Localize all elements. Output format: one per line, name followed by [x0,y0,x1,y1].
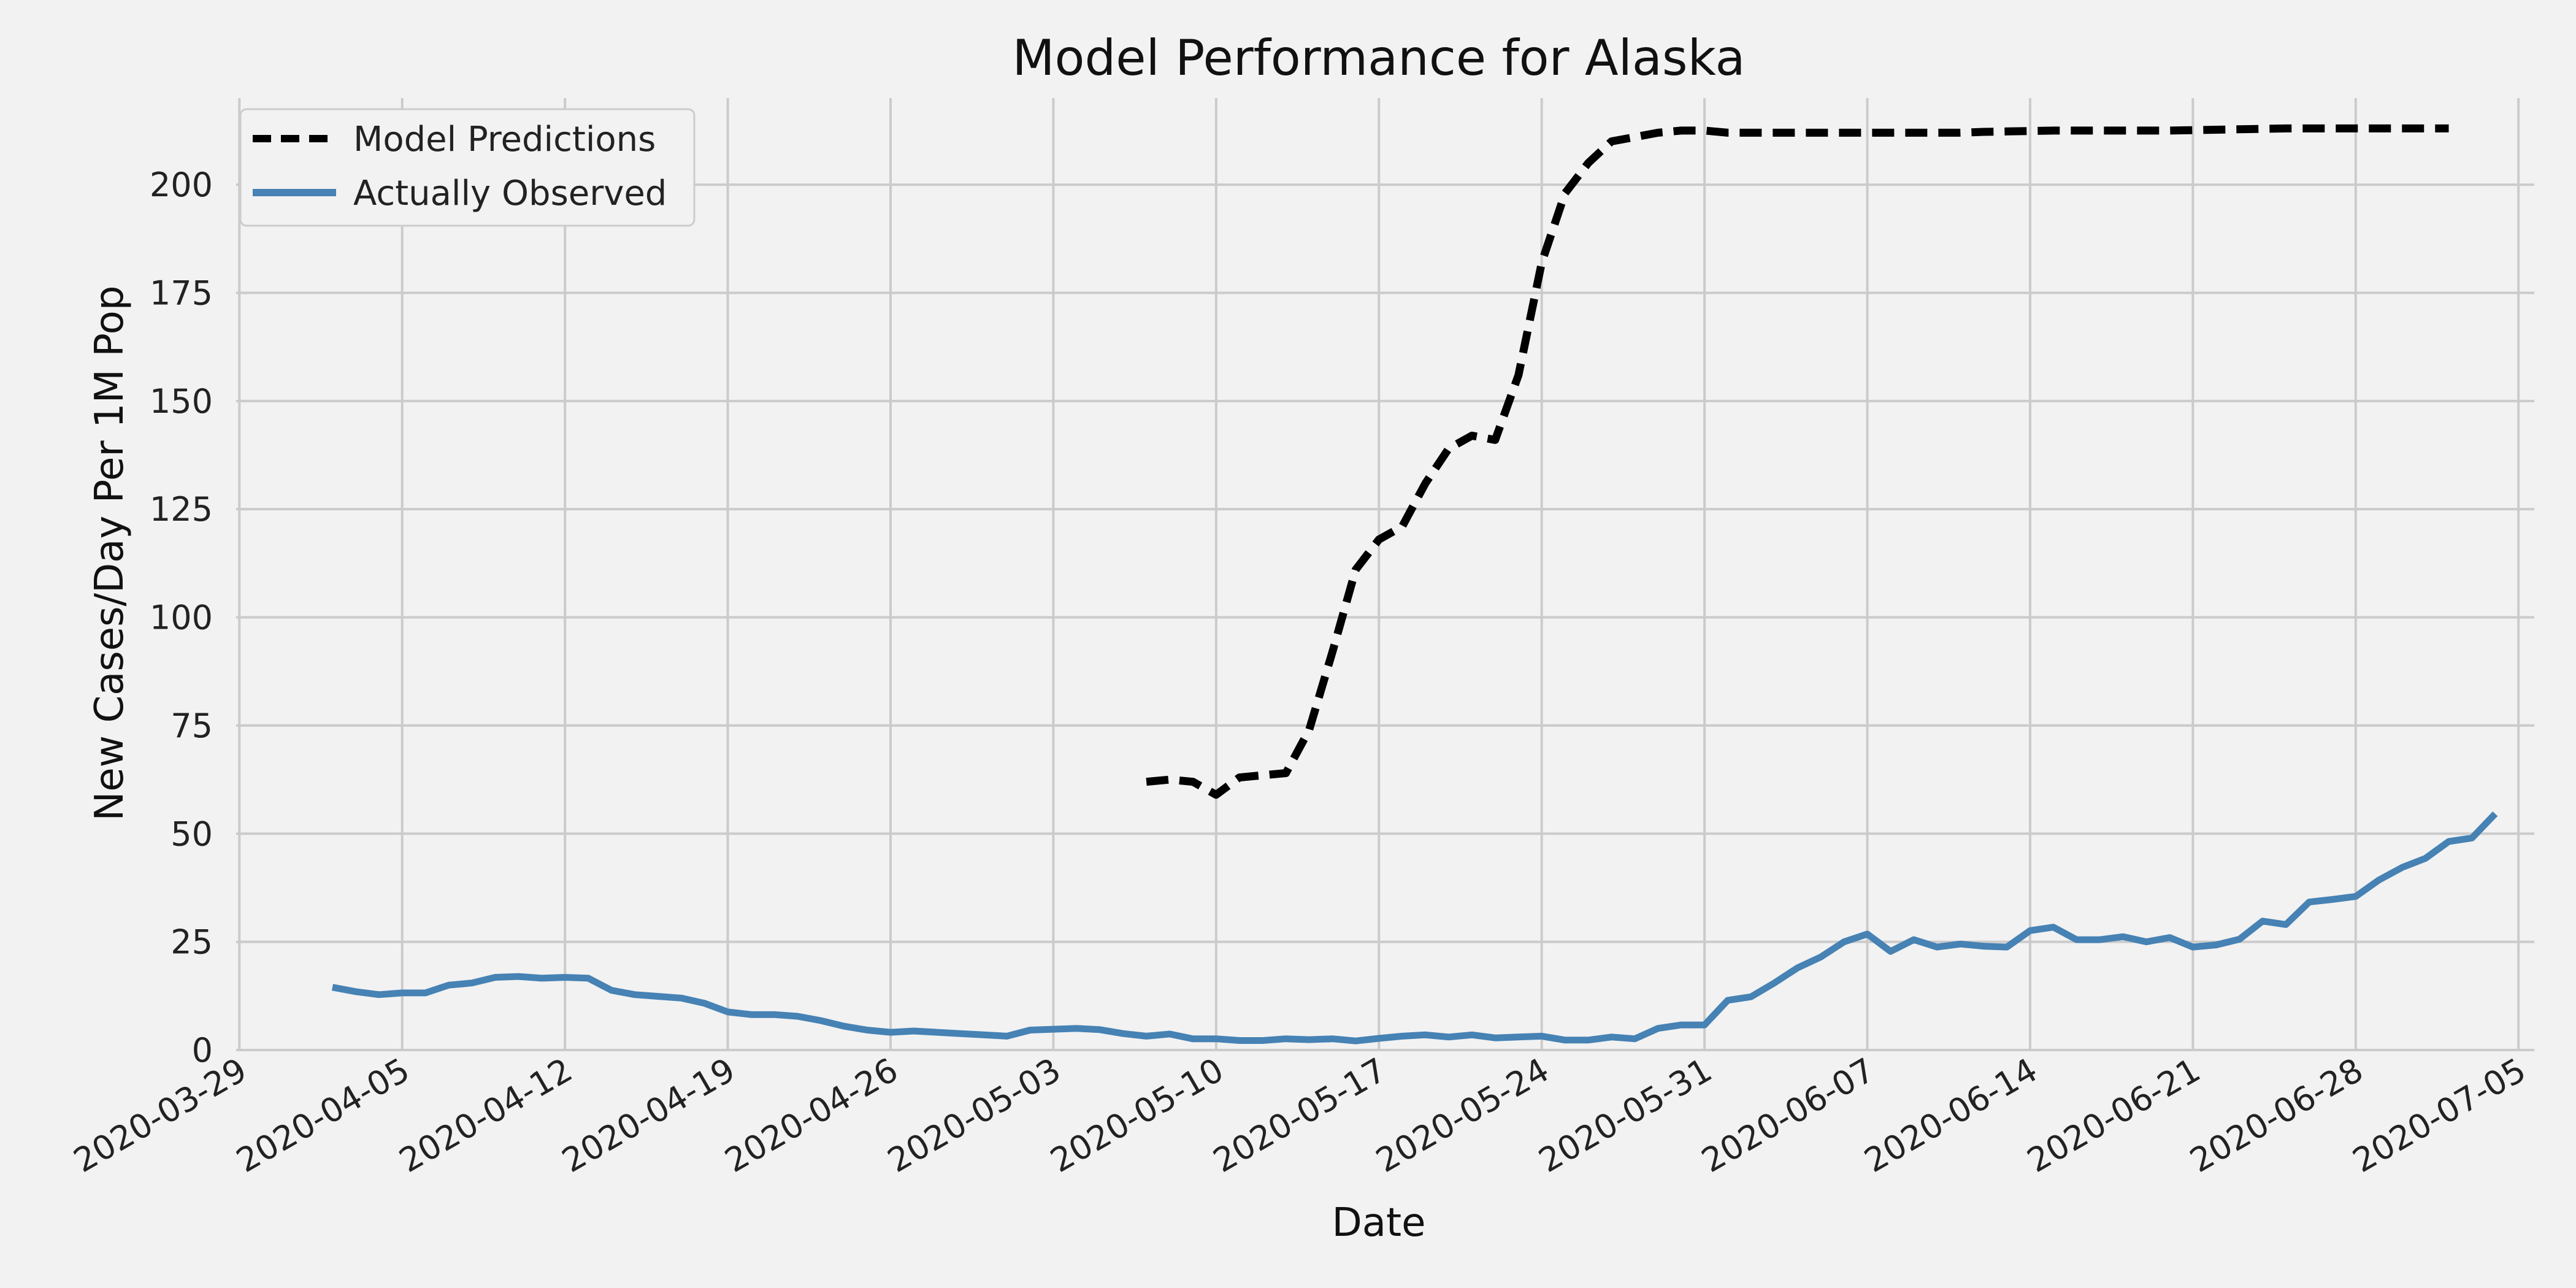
legend-label-actually-observed: Actually Observed [353,174,667,213]
legend: Model Predictions Actually Observed [239,108,696,227]
y-tick-label: 100 [150,599,213,637]
series-line-model-predictions [1146,124,2449,799]
series-line-actually-observed [331,811,2498,1045]
plot-series [331,124,2498,1045]
legend-box [239,108,696,227]
y-tick-label: 50 [171,815,213,853]
x-axis-label: Date [1332,1200,1426,1246]
y-tick-label: 200 [150,166,213,204]
chart-title: Model Performance for Alaska [1012,29,1745,86]
y-tick-label: 0 [192,1031,213,1070]
legend-label-model-predictions: Model Predictions [353,120,656,159]
y-tick-label: 125 [150,490,213,529]
y-tick-label: 75 [171,707,213,745]
y-tick-label: 25 [171,923,213,962]
y-axis-label: New Cases/Day Per 1M Pop [87,286,132,821]
y-tick-label: 150 [150,382,213,421]
y-axis-ticks: 0 25 50 75 100 125 150 175 200 [150,166,213,1070]
y-tick-label: 175 [150,274,213,312]
